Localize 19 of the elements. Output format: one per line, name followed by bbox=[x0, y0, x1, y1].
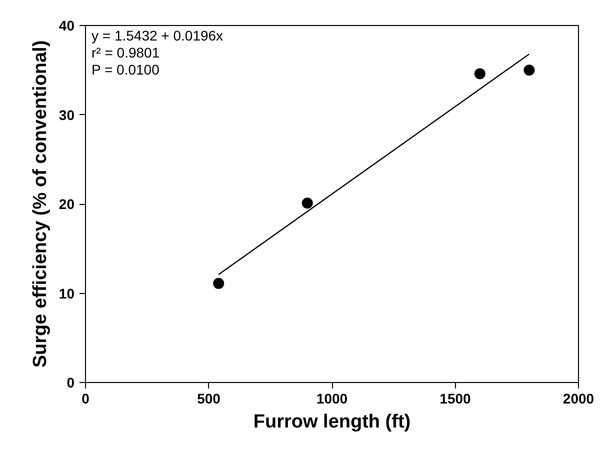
y-tick-label: 30 bbox=[58, 106, 75, 123]
y-tick-label: 40 bbox=[58, 18, 75, 34]
y-tick-label: 20 bbox=[58, 196, 75, 212]
x-tick-label: 0 bbox=[82, 390, 90, 406]
y-tick-label: 0 bbox=[66, 374, 75, 390]
point bbox=[213, 278, 224, 289]
point bbox=[474, 68, 486, 80]
x-axis-title: Furrow length (ft) bbox=[253, 412, 411, 432]
point bbox=[302, 198, 313, 209]
x-tick-label: 2000 bbox=[562, 390, 594, 406]
point bbox=[524, 64, 535, 76]
annotation: r² = 0.9801 bbox=[92, 44, 160, 60]
annotation: y = 1.5432 + 0.0196x bbox=[92, 28, 224, 44]
x-tick-label: 1000 bbox=[316, 390, 348, 406]
x-tick-label: 500 bbox=[197, 390, 221, 406]
annotation: P = 0.0100 bbox=[92, 62, 160, 78]
x-tick-label: 1500 bbox=[440, 390, 472, 406]
y-axis-title: Surge efficiency (% of conventional) bbox=[30, 40, 51, 368]
y-tick-label: 10 bbox=[58, 285, 75, 302]
